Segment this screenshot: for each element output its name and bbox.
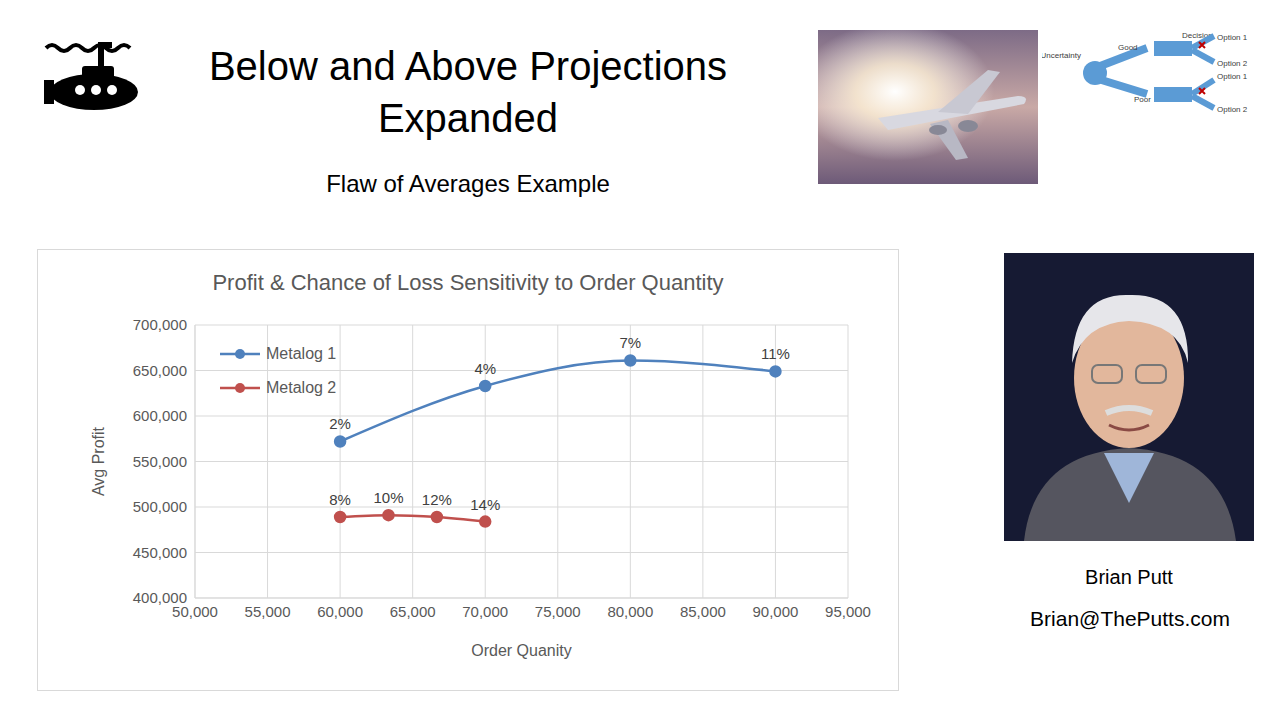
svg-text:Option 1: Option 1: [1217, 72, 1248, 81]
html-text:Metalog 2: Metalog 2: [266, 379, 337, 396]
svg-text:11%: 11%: [761, 345, 790, 362]
svg-text:12%: 12%: [422, 491, 452, 508]
svg-text:65,000: 65,000: [390, 603, 436, 620]
svg-text:Option 1: Option 1: [1217, 33, 1248, 42]
svg-text:70,000: 70,000: [462, 603, 508, 620]
svg-text:8%: 8%: [329, 491, 351, 508]
svg-text:80,000: 80,000: [607, 603, 653, 620]
svg-text:7%: 7%: [619, 334, 641, 351]
svg-text:60,000: 60,000: [317, 603, 363, 620]
html-text:Metalog 1: Metalog 1: [266, 345, 337, 362]
svg-text:85,000: 85,000: [680, 603, 726, 620]
svg-text:450,000: 450,000: [133, 544, 187, 561]
svg-text:14%: 14%: [470, 496, 500, 513]
svg-text:650,000: 650,000: [133, 362, 187, 379]
svg-text:95,000: 95,000: [825, 603, 871, 620]
svg-text:600,000: 600,000: [133, 407, 187, 424]
svg-text:400,000: 400,000: [133, 589, 187, 606]
svg-text:Good: Good: [1118, 43, 1138, 52]
svg-text:Poor: Poor: [1134, 95, 1151, 104]
svg-text:Avg Profit: Avg Profit: [90, 426, 107, 496]
svg-text:4%: 4%: [474, 360, 496, 377]
svg-text:55,000: 55,000: [245, 603, 291, 620]
html-text:Brian@ThePutts.com: Brian@ThePutts.com: [1030, 607, 1230, 630]
html-text:Below and Above Projections Ex: Below and Above Projections Expanded: [208, 44, 727, 140]
svg-text:10%: 10%: [373, 489, 403, 506]
html-text:Flaw of Averages Example: Flaw of Averages Example: [326, 170, 610, 197]
svg-text:90,000: 90,000: [752, 603, 798, 620]
svg-text:Option 2: Option 2: [1217, 59, 1248, 68]
svg-text:Uncertainty: Uncertainty: [1042, 51, 1081, 60]
svg-text:Order Quanity: Order Quanity: [471, 642, 571, 659]
svg-text:550,000: 550,000: [133, 453, 187, 470]
svg-text:2%: 2%: [329, 415, 351, 432]
svg-text:75,000: 75,000: [535, 603, 581, 620]
svg-text:50,000: 50,000: [172, 602, 218, 620]
html-text:Brian Putt: Brian Putt: [1085, 566, 1173, 588]
html-text:Profit & Chance of Loss Sensit: Profit & Chance of Loss Sensitivity to O…: [212, 270, 724, 295]
svg-text:Option 2: Option 2: [1217, 105, 1248, 114]
svg-text:500,000: 500,000: [133, 498, 187, 515]
svg-text:700,000: 700,000: [133, 316, 187, 333]
svg-text:Decision: Decision: [1182, 31, 1213, 40]
